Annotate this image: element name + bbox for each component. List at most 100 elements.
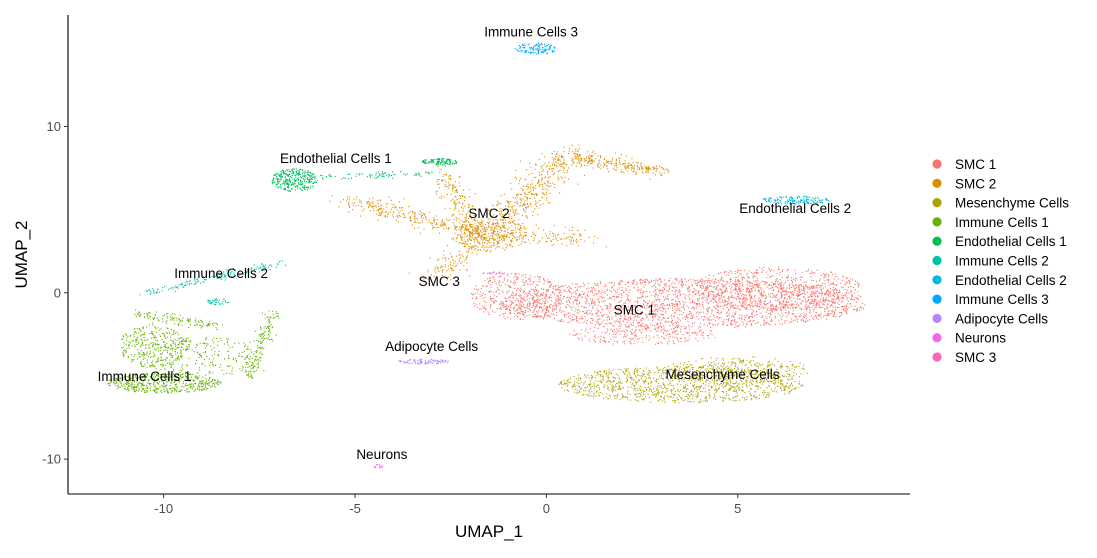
data-point — [545, 188, 547, 190]
data-point — [781, 323, 783, 325]
data-point — [862, 307, 864, 309]
data-point — [675, 309, 677, 311]
data-point — [523, 209, 525, 211]
data-point — [472, 293, 474, 295]
data-point — [514, 299, 516, 301]
data-point — [730, 322, 732, 324]
data-point — [592, 292, 594, 294]
data-point — [741, 306, 743, 308]
data-point — [819, 314, 821, 316]
data-point — [523, 291, 525, 293]
data-point — [447, 276, 449, 278]
data-point — [606, 161, 608, 163]
data-point — [670, 315, 672, 317]
data-point — [759, 304, 761, 306]
data-point — [508, 227, 510, 229]
data-point — [508, 213, 510, 215]
data-point — [559, 163, 561, 165]
data-point — [834, 312, 836, 314]
data-point — [697, 305, 699, 307]
data-point — [536, 315, 538, 317]
data-point — [510, 232, 512, 234]
data-point — [798, 294, 800, 296]
data-point — [763, 320, 765, 322]
data-point — [512, 291, 514, 293]
data-point — [788, 296, 790, 298]
data-point — [471, 247, 473, 249]
data-point — [721, 311, 723, 313]
data-point — [807, 300, 809, 302]
data-point — [798, 287, 800, 289]
data-point — [607, 168, 609, 170]
data-point — [854, 283, 856, 285]
data-point — [524, 306, 526, 308]
data-point — [665, 285, 667, 287]
data-point — [595, 158, 597, 160]
data-point — [758, 299, 760, 301]
data-point — [437, 183, 439, 185]
data-point — [464, 232, 466, 234]
data-point — [569, 297, 571, 299]
data-point — [541, 315, 543, 317]
data-point — [812, 311, 814, 313]
data-point — [523, 313, 525, 315]
data-point — [812, 293, 814, 295]
data-point — [659, 279, 661, 281]
data-point — [543, 182, 545, 184]
data-point — [592, 306, 594, 308]
data-point — [675, 333, 677, 335]
data-point — [419, 213, 421, 215]
data-point — [854, 305, 856, 307]
data-point — [477, 249, 479, 251]
data-point — [438, 232, 440, 234]
data-point — [552, 167, 554, 169]
data-point — [747, 289, 749, 291]
data-point — [549, 202, 551, 204]
data-point — [544, 156, 546, 158]
data-point — [645, 314, 647, 316]
data-point — [738, 314, 740, 316]
data-point — [824, 301, 826, 303]
data-point — [612, 168, 614, 170]
data-point — [509, 233, 511, 235]
data-point — [819, 284, 821, 286]
data-point — [521, 200, 523, 202]
data-point — [556, 295, 558, 297]
data-point — [577, 150, 579, 152]
data-point — [462, 221, 464, 223]
data-point — [692, 306, 694, 308]
data-point — [653, 336, 655, 338]
data-point — [507, 232, 509, 234]
data-point — [791, 284, 793, 286]
data-point — [528, 308, 530, 310]
data-point — [696, 303, 698, 305]
data-point — [707, 296, 709, 298]
data-point — [673, 327, 675, 329]
data-point — [642, 291, 644, 293]
data-point — [482, 245, 484, 247]
data-point — [507, 202, 509, 204]
data-point — [479, 232, 481, 234]
data-point — [654, 309, 656, 311]
data-point — [390, 199, 392, 201]
data-point — [697, 298, 699, 300]
data-point — [603, 285, 605, 287]
data-point — [649, 314, 651, 316]
data-point — [591, 152, 593, 154]
data-point — [718, 306, 720, 308]
data-point — [589, 160, 591, 162]
data-point — [572, 243, 574, 245]
data-point — [619, 333, 621, 335]
data-point — [803, 320, 805, 322]
data-point — [504, 230, 506, 232]
data-point — [509, 300, 511, 302]
data-point — [797, 289, 799, 291]
data-point — [680, 331, 682, 333]
data-point — [480, 229, 482, 231]
data-point — [557, 240, 559, 242]
data-point — [790, 279, 792, 281]
data-point — [756, 283, 758, 285]
data-point — [486, 212, 488, 214]
data-point — [499, 214, 501, 216]
data-point — [695, 293, 697, 295]
